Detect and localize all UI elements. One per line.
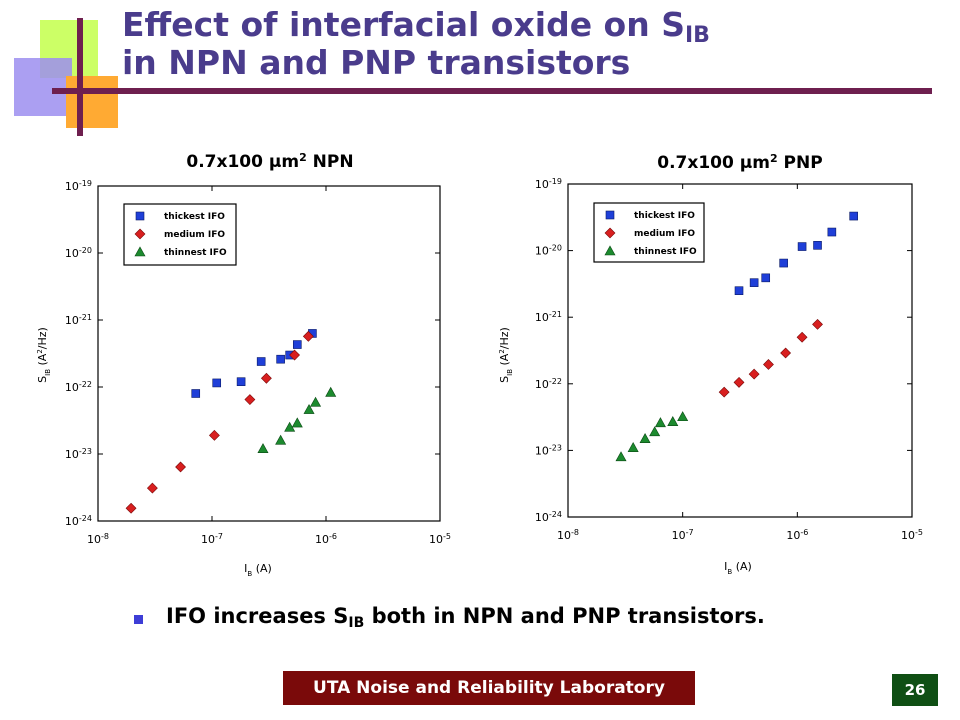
chart1-legend-label: thickest IFO xyxy=(164,212,225,222)
title-subscript: IB xyxy=(684,23,710,48)
chart2-point-thickest xyxy=(849,211,858,221)
chart1-point-thickest xyxy=(292,340,302,349)
chart1-y-tick-label: 10-20 xyxy=(65,246,92,261)
chart2-point-thinnest xyxy=(667,416,679,426)
chart1-y-tick-label: 10-23 xyxy=(65,447,92,462)
bullet-subscript: IB xyxy=(348,615,365,631)
decor-bar-vertical xyxy=(77,18,83,136)
chart1-legend-marker xyxy=(134,228,146,240)
footer-lab-name: UTA Noise and Reliability Laboratory xyxy=(283,671,695,705)
chart1-y-tick-label: 10-22 xyxy=(65,380,92,395)
chart1-x-tick-label: 10-5 xyxy=(429,532,451,547)
chart2-point-thinnest xyxy=(615,451,627,462)
chart2-point-medium xyxy=(748,368,760,380)
chart2-point-thickest xyxy=(827,227,837,237)
chart2-legend-label: thickest IFO xyxy=(634,211,695,221)
chart1-x-axis-label: IB (A) xyxy=(244,562,272,578)
chart1-legend-marker xyxy=(135,211,145,221)
chart2-point-thinnest xyxy=(649,426,661,437)
chart2-point-thickest xyxy=(797,242,807,251)
chart1-x-tick-label: 10-8 xyxy=(87,532,109,547)
chart2-y-tick-label: 10-21 xyxy=(535,310,562,325)
chart1-y-tick-label: 10-21 xyxy=(65,313,92,328)
chart1-point-medium xyxy=(125,502,137,514)
chart1-point-medium xyxy=(208,429,220,441)
chart1-point-medium xyxy=(260,372,272,384)
chart2-y-tick-label: 10-19 xyxy=(535,177,562,192)
chart1-x-tick-label: 10-6 xyxy=(315,532,337,547)
chart1-point-thickest xyxy=(256,357,266,366)
chart2-y-tick-label: 10-22 xyxy=(535,376,562,391)
chart1-point-thinnest xyxy=(310,396,322,407)
chart2-point-medium xyxy=(763,359,774,370)
chart1-point-medium xyxy=(302,330,314,342)
chart1-y-tick-label: 10-24 xyxy=(65,514,92,529)
chart2-y-tick-label: 10-20 xyxy=(535,243,562,258)
chart1-legend-marker xyxy=(134,246,146,257)
chart2-x-tick-label: 10-7 xyxy=(672,528,694,543)
chart1-point-thinnest xyxy=(257,443,269,453)
chart2-x-tick-label: 10-6 xyxy=(786,528,808,543)
chart2-legend-label: thinnest IFO xyxy=(634,247,697,257)
chart1-plot-frame xyxy=(97,185,441,522)
chart1-legend-label: thinnest IFO xyxy=(164,248,227,258)
chart2-point-medium xyxy=(780,347,792,359)
chart2-x-axis-label: IB (A) xyxy=(724,560,752,576)
chart2-point-thinnest xyxy=(654,417,666,428)
chart2-legend-marker xyxy=(604,245,616,256)
decor-bar-horizontal xyxy=(52,88,932,94)
chart1-point-medium xyxy=(244,394,256,405)
chart1-point-medium xyxy=(146,482,158,494)
page-number: 26 xyxy=(892,674,938,706)
bullet-main: IFO increases S xyxy=(166,604,349,628)
decor-square-lavender xyxy=(14,58,72,116)
bullet-text: IFO increases SIB both in NPN and PNP tr… xyxy=(166,604,765,631)
decor-square-orange xyxy=(66,76,118,128)
chart2-title: 0.7x100 µm2 PNP xyxy=(657,152,822,174)
chart2-plot-frame xyxy=(567,183,913,518)
chart1-x-tick-label: 10-7 xyxy=(201,532,223,547)
chart2-point-thinnest xyxy=(639,433,651,443)
chart2-point-thickest xyxy=(734,286,744,295)
chart1-point-thickest xyxy=(236,377,246,386)
chart2-y-tick-label: 10-23 xyxy=(535,443,562,458)
chart1-legend-label: medium IFO xyxy=(164,230,225,240)
chart1-point-thickest xyxy=(212,378,222,388)
chart1-y-axis-label: SIB (A2/Hz) xyxy=(36,327,52,383)
chart2-point-medium xyxy=(812,318,823,330)
chart1-point-thickest xyxy=(276,354,285,364)
chart1-point-thinnest xyxy=(325,386,337,397)
chart2-point-medium xyxy=(733,376,745,388)
chart1-title: 0.7x100 µm2 NPN xyxy=(186,151,353,173)
chart2-point-thickest xyxy=(813,241,822,250)
chart1-point-thickest xyxy=(191,389,201,398)
chart1-point-medium xyxy=(289,349,300,361)
chart2-point-thinnest xyxy=(677,411,689,422)
chart2-x-tick-label: 10-8 xyxy=(557,528,579,543)
chart2-point-medium xyxy=(796,331,808,343)
chart2-point-thickest xyxy=(749,278,759,287)
chart2-point-thickest xyxy=(779,258,788,268)
chart1-point-medium xyxy=(175,461,186,473)
chart2-legend-marker xyxy=(605,210,615,220)
chart2-point-thickest xyxy=(761,273,771,283)
chart2-point-thinnest xyxy=(627,442,639,452)
chart2-x-tick-label: 10-5 xyxy=(901,528,923,543)
chart2-point-medium xyxy=(718,386,730,398)
chart1-y-tick-label: 10-19 xyxy=(65,179,92,194)
slide-title: Effect of interfacial oxide on SIB in NP… xyxy=(122,6,942,82)
chart2-legend-marker xyxy=(604,227,616,239)
bullet-square-icon xyxy=(134,615,143,624)
bullet-rest: both in NPN and PNP transistors. xyxy=(364,604,765,628)
chart1-point-thinnest xyxy=(291,417,303,428)
title-main: Effect of interfacial oxide on S xyxy=(122,5,685,44)
chart2-legend-label: medium IFO xyxy=(634,229,695,239)
chart1-point-thinnest xyxy=(303,403,315,414)
chart1-point-thinnest xyxy=(275,434,287,445)
chart2-y-tick-label: 10-24 xyxy=(535,510,562,525)
title-line2: in NPN and PNP transistors xyxy=(122,43,631,82)
chart2-y-axis-label: SIB (A2/Hz) xyxy=(498,327,514,383)
